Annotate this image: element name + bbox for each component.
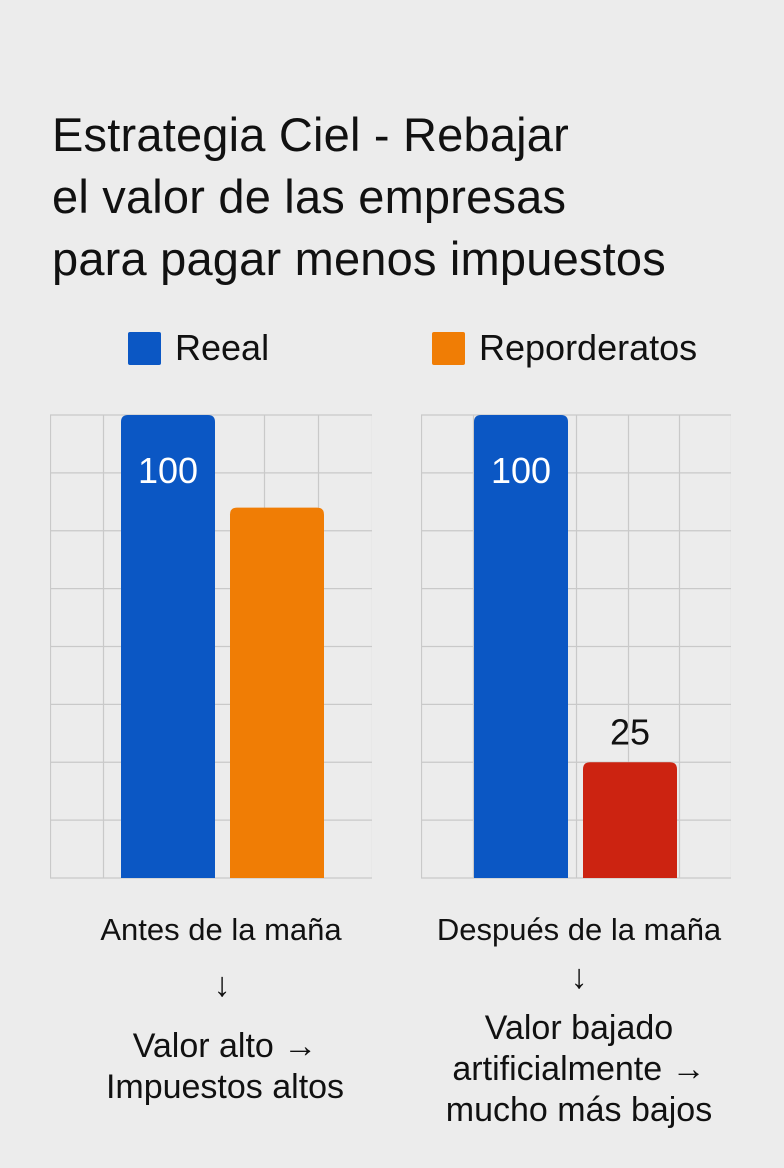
caption-after: Después de la maña [436,912,722,947]
title-line-1: Estrategia Ciel - Rebajar [52,108,569,161]
arrow-down-icon: ↓ [570,958,588,996]
bar-reporderatos [230,507,324,878]
note-after: Valor bajado artificialmente → mucho más… [414,1008,744,1131]
note-after-line-1: Valor bajado [484,1009,674,1047]
grid [421,414,731,879]
note-after-line-2: artificialmente → [452,1050,706,1088]
title-line-3: para pagar menos impuestos [52,232,666,285]
bar-reporderatos [583,762,677,878]
note-before: Valor alto → Impuestos altos [60,1026,390,1108]
note-before-line-1: Valor alto → [132,1027,318,1065]
bar-value-label: 100 [491,450,551,491]
note-after-line-3: mucho más bajos [445,1091,713,1129]
chart-before: 100 [50,414,372,879]
chart-title: Estrategia Ciel - Rebajar el valor de la… [52,104,772,290]
chart-after: 100 25 [421,414,731,879]
legend-swatch-reported [432,331,465,365]
bar-value-label: 25 [610,711,650,752]
bar-value-label: 100 [138,450,198,491]
legend-label-real: Reeal [175,327,270,368]
legend-swatch-real [128,331,161,365]
legend-item-real: Reeal [128,327,270,368]
legend-label-reported: Reporderatos [479,327,698,368]
caption-before: Antes de la maña [100,912,342,947]
bar-reeal [474,415,568,878]
legend-item-reported: Reporderatos [432,327,698,368]
note-before-line-2: Impuestos altos [105,1068,345,1106]
title-line-2: el valor de las empresas [52,170,567,223]
bar-reeal [121,415,215,878]
arrow-down-icon: ↓ [213,966,231,1004]
